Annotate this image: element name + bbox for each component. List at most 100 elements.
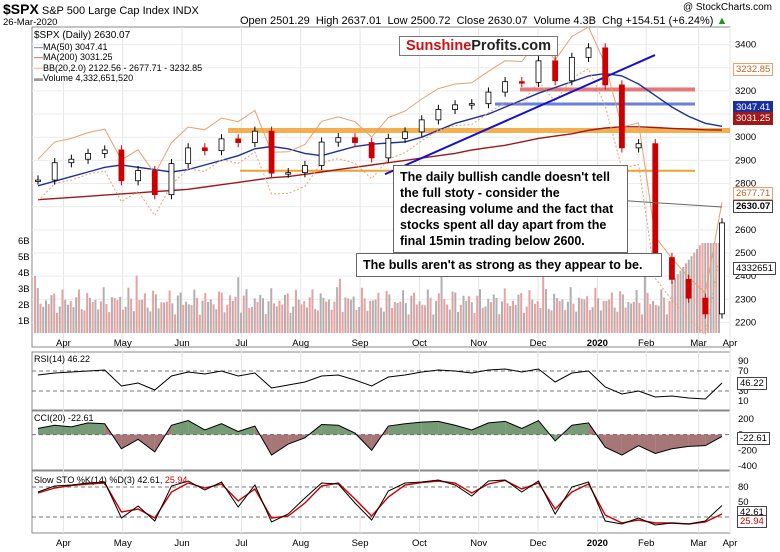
candle-body: [518, 81, 525, 84]
x-tick-bottom-5: Sep: [352, 538, 369, 549]
volume-bar: [168, 290, 171, 333]
candle-body: [251, 130, 258, 143]
volume-bar: [72, 307, 75, 333]
volume-bar: [165, 301, 168, 333]
volume-bar: [124, 306, 127, 333]
volume-bar: [234, 296, 237, 333]
volume-bar: [366, 310, 369, 333]
tag-close: 2630.07: [733, 200, 774, 213]
candle-body: [235, 138, 242, 143]
volume-bar: [696, 248, 699, 333]
volume-bar: [676, 274, 679, 333]
volume-bar: [663, 297, 666, 333]
cci-area: [638, 434, 656, 454]
volume-bar: [64, 299, 67, 333]
volume-bar: [352, 296, 355, 333]
volume-tick-1: 2B: [18, 300, 30, 311]
volume-bar: [470, 302, 473, 333]
volume-bar: [599, 310, 602, 333]
sto-tick-1: 50: [738, 497, 749, 508]
cci-area: [54, 425, 72, 435]
volume-bar: [380, 307, 383, 333]
volume-bar: [360, 287, 363, 333]
volume-bar: [130, 298, 133, 333]
candle-body: [168, 163, 175, 196]
price-tick-10: 3200: [735, 86, 756, 97]
volume-bar: [308, 297, 311, 333]
cci-area: [521, 420, 539, 435]
volume-bar: [149, 311, 152, 333]
rsi-line: [37, 368, 723, 400]
volume-bar: [388, 294, 391, 333]
volume-bar: [506, 303, 509, 333]
x-tick-bottom-0: Apr: [56, 538, 71, 549]
rsi-tick-3: 70: [738, 366, 749, 377]
volume-bar: [517, 294, 520, 333]
exchange: INDX: [172, 5, 199, 17]
volume-bar: [605, 300, 608, 333]
volume-bar: [385, 290, 388, 333]
cci-tick-2: -200: [738, 445, 757, 456]
volume-bar: [297, 299, 300, 333]
cci-tick-0: 200: [738, 414, 754, 425]
candle-body: [602, 47, 609, 86]
ohlc-row: Open 2501.29 High 2637.01 Low 2500.72 Cl…: [240, 15, 727, 27]
volume-bar: [270, 288, 273, 333]
volume-bar: [174, 314, 177, 333]
volume-bar: [341, 311, 344, 333]
volume-bar: [572, 303, 575, 333]
volume-bar: [391, 307, 394, 333]
volume-bar: [212, 304, 215, 333]
tag-bb-mid: 2677.71: [733, 187, 774, 200]
volume-bar: [583, 299, 586, 333]
candle-body: [502, 81, 509, 93]
volume-bar: [674, 277, 677, 333]
x-tick-bottom-3: Jul: [235, 538, 247, 549]
volume-bar: [712, 243, 715, 333]
volume-bar: [566, 301, 569, 333]
volume-bar: [113, 297, 116, 333]
volume-bar: [119, 296, 122, 333]
volume-bar: [39, 303, 42, 333]
x-tick-bottom-8: Dec: [530, 538, 547, 549]
candle-body: [435, 109, 442, 121]
volume-bar: [248, 308, 251, 333]
volume-bar: [564, 310, 567, 333]
volume-bar: [209, 299, 212, 333]
volume-bar: [374, 299, 377, 333]
volume-bar: [509, 306, 512, 333]
volume-bar: [105, 303, 108, 333]
volume-bar: [152, 290, 155, 333]
volume-bar: [220, 292, 223, 333]
volume-bar: [259, 294, 262, 333]
x-tick-price-5: Sep: [352, 338, 369, 349]
volume-bar: [61, 289, 64, 333]
price-tick-12: 3400: [735, 40, 756, 51]
chart-header: $SPX S&P 500 Large Cap Index INDX: [3, 1, 199, 17]
cci-area: [221, 423, 239, 435]
candle-body: [201, 147, 208, 152]
volume-bar: [490, 302, 492, 333]
volume-bar: [349, 299, 352, 333]
volume-bar: [66, 304, 69, 333]
volume-bar: [377, 292, 380, 333]
change-value: Chg +154.51 (+6.24%): [602, 15, 714, 27]
volume-bar: [333, 301, 336, 333]
cci-tag: -22.61: [737, 432, 770, 445]
volume-bar: [110, 297, 113, 333]
volume-bar: [558, 301, 561, 333]
volume-bar: [424, 305, 427, 333]
volume-bar: [327, 299, 330, 333]
volume-bar: [396, 302, 399, 333]
volume-bar: [75, 297, 78, 333]
volume-bar: [550, 310, 553, 333]
volume-bar: [226, 304, 229, 333]
volume-bar: [621, 294, 624, 333]
volume-bar: [693, 252, 696, 333]
volume-bar: [116, 300, 119, 333]
volume-bar: [278, 300, 281, 333]
x-tick-price-6: Oct: [412, 338, 427, 349]
volume-bar: [347, 298, 350, 333]
x-tick-price-1: May: [114, 338, 132, 349]
volume-bar: [135, 275, 138, 333]
